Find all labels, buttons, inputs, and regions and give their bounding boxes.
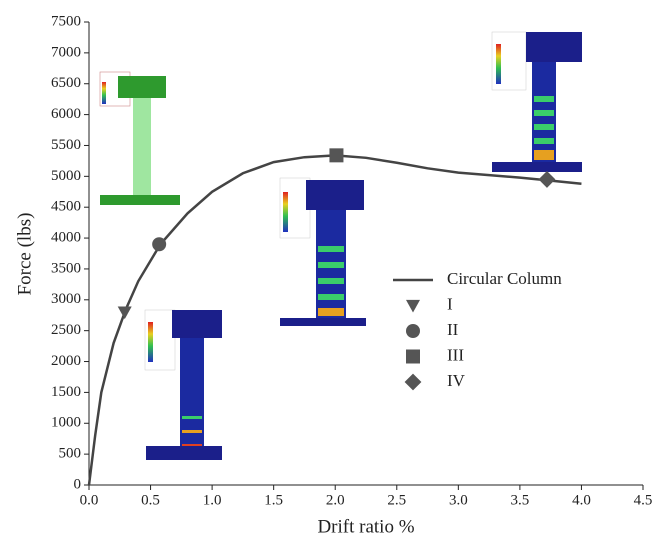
y-tick-label: 3000 xyxy=(51,291,81,307)
x-axis-title: Drift ratio % xyxy=(317,516,414,537)
marker xyxy=(406,324,420,338)
x-tick-label: 0.0 xyxy=(80,492,99,508)
x-tick-label: 1.0 xyxy=(203,492,222,508)
y-tick-label: 5000 xyxy=(51,168,81,184)
marker xyxy=(406,350,420,364)
inset-model-2 xyxy=(280,178,366,326)
y-tick-label: 500 xyxy=(59,446,82,462)
y-tick-label: 0 xyxy=(74,476,82,492)
marker xyxy=(405,374,422,391)
x-tick-label: 0.5 xyxy=(141,492,160,508)
x-tick-label: 2.0 xyxy=(326,492,345,508)
x-tick-label: 2.5 xyxy=(387,492,406,508)
x-tick-label: 3.0 xyxy=(449,492,468,508)
y-tick-label: 7500 xyxy=(51,13,81,29)
legend-text: III xyxy=(447,345,464,364)
y-tick-label: 4500 xyxy=(51,199,81,215)
inset-model-3 xyxy=(145,310,222,460)
y-tick-label: 2500 xyxy=(51,322,81,338)
legend-text: I xyxy=(447,294,453,313)
legend-text: Circular Column xyxy=(447,269,562,288)
y-tick-label: 1000 xyxy=(51,415,81,431)
marker xyxy=(152,237,166,251)
x-tick-label: 4.5 xyxy=(634,492,653,508)
marker xyxy=(406,300,420,313)
legend-text: II xyxy=(447,320,459,339)
y-tick-label: 1500 xyxy=(51,384,81,400)
y-tick-label: 6000 xyxy=(51,106,81,122)
marker xyxy=(329,148,343,162)
x-tick-label: 3.5 xyxy=(511,492,530,508)
y-tick-label: 3500 xyxy=(51,260,81,276)
y-tick-label: 4000 xyxy=(51,230,81,246)
x-tick-label: 4.0 xyxy=(572,492,591,508)
y-tick-label: 2000 xyxy=(51,353,81,369)
y-axis-title: Force (lbs) xyxy=(14,213,35,296)
x-tick-label: 1.5 xyxy=(264,492,283,508)
legend-text: IV xyxy=(447,371,466,390)
marker xyxy=(539,171,556,188)
y-tick-label: 5500 xyxy=(51,137,81,153)
chart: Drift ratio % Force (lbs) 0.0 0.5 1.0 1.5 2.… xyxy=(0,0,656,540)
inset-model-4 xyxy=(492,32,582,172)
y-tick-label: 7000 xyxy=(51,44,81,60)
marker xyxy=(118,307,132,320)
inset-model-1 xyxy=(98,70,182,205)
y-tick-label: 6500 xyxy=(51,75,81,91)
